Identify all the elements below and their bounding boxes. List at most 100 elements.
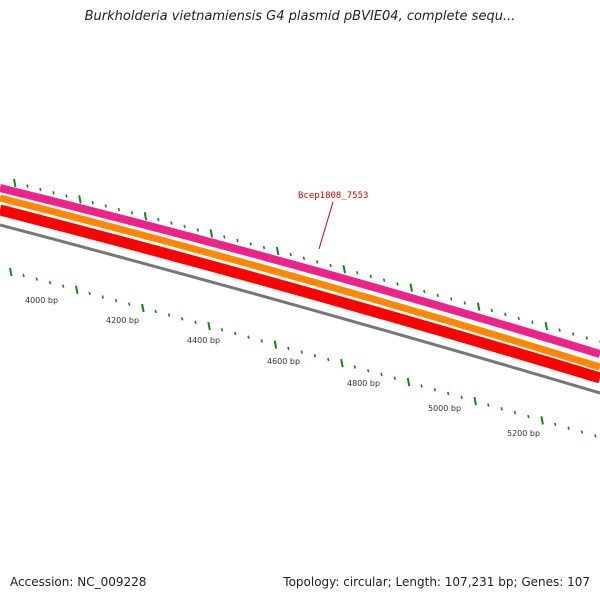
- upper-tick: [423, 289, 426, 294]
- lower-tick: [247, 335, 250, 339]
- upper-tick: [504, 312, 507, 317]
- upper-tick: [476, 302, 481, 311]
- topology-info-text: Topology: circular; Length: 107,231 bp; …: [283, 575, 590, 589]
- upper-tick: [369, 274, 372, 279]
- lower-tick: [260, 339, 263, 343]
- lower-tick: [340, 359, 344, 368]
- lower-tick: [234, 331, 237, 336]
- upper-tick: [91, 200, 94, 205]
- lower-tick: [380, 372, 383, 377]
- lower-tick: [367, 368, 370, 373]
- gene-label[interactable]: Bcep1808_7553: [298, 191, 368, 201]
- lower-tick: [273, 340, 278, 349]
- lower-tick: [594, 434, 597, 438]
- gene-label-leader: [318, 201, 334, 250]
- lower-tick: [406, 377, 411, 387]
- lower-tick: [540, 416, 544, 425]
- lower-tick: [9, 267, 13, 277]
- ruler-label-3: 4600 bp: [267, 357, 300, 366]
- lower-tick: [580, 430, 584, 434]
- page-title: Burkholderia vietnamiensis G4 plasmid pB…: [84, 9, 516, 24]
- ruler-label-2: 4400 bp: [187, 336, 220, 345]
- lower-tick: [141, 303, 145, 313]
- accession-text: Accession: NC_009228: [10, 575, 147, 589]
- lower-tick: [128, 302, 131, 306]
- upper-tick: [78, 195, 82, 204]
- upper-tick: [558, 328, 561, 332]
- track-red[interactable]: [0, 204, 600, 384]
- upper-tick: [262, 245, 266, 250]
- upper-tick: [117, 207, 121, 212]
- lower-tick: [433, 387, 437, 392]
- lower-tick: [420, 384, 423, 388]
- upper-tick: [13, 178, 17, 188]
- upper-tick: [104, 204, 107, 208]
- upper-tick: [517, 316, 520, 321]
- upper-tick-ruler: [13, 178, 600, 344]
- lower-tick: [75, 285, 79, 294]
- lower-tick: [22, 273, 25, 278]
- ruler-label-6: 5200 bp: [507, 429, 540, 438]
- track-gray[interactable]: [0, 223, 600, 395]
- upper-tick: [329, 263, 332, 268]
- lower-tick: [554, 422, 557, 427]
- track-magenta[interactable]: [0, 184, 600, 358]
- upper-tick: [275, 246, 280, 256]
- upper-tick: [382, 278, 386, 282]
- upper-tick: [436, 293, 439, 298]
- lower-tick: [313, 353, 317, 358]
- upper-tick: [223, 235, 226, 239]
- upper-tick: [39, 187, 42, 192]
- ruler-label-1: 4200 bp: [106, 316, 139, 325]
- lower-tick: [220, 328, 224, 332]
- upper-tick: [65, 194, 68, 198]
- ruler-label-0: 4000 bp: [25, 296, 58, 305]
- upper-tick: [409, 283, 413, 292]
- ruler-labels: 4000 bp 4200 bp 4400 bp 4600 bp 4800 bp 5000 …: [25, 296, 540, 438]
- lower-tick: [567, 426, 570, 430]
- lower-tick: [300, 350, 303, 354]
- upper-tick: [236, 238, 239, 243]
- upper-tick: [356, 271, 359, 275]
- lower-tick: [460, 395, 463, 400]
- upper-tick: [531, 320, 534, 324]
- lower-tick: [513, 410, 517, 415]
- upper-tick: [196, 228, 199, 232]
- lower-tick: [181, 317, 184, 321]
- lower-tick: [500, 407, 503, 411]
- upper-tick: [316, 260, 319, 264]
- lower-tick: [473, 397, 477, 406]
- upper-tick: [183, 224, 186, 229]
- lower-tick: [393, 376, 396, 381]
- ruler-label-5: 5000 bp: [428, 404, 461, 413]
- lower-tick: [62, 284, 65, 288]
- upper-tick: [490, 308, 493, 313]
- lower-tick: [114, 298, 118, 303]
- upper-tick: [26, 184, 29, 188]
- lower-tick: [48, 280, 52, 285]
- lower-tick: [447, 391, 450, 396]
- upper-tick: [249, 242, 252, 246]
- lower-tick: [35, 277, 38, 281]
- lower-tick: [353, 365, 357, 369]
- upper-tick: [450, 297, 453, 301]
- lower-tick: [88, 291, 91, 296]
- upper-tick: [463, 301, 466, 305]
- upper-tick: [170, 221, 173, 225]
- upper-tick: [289, 252, 292, 257]
- upper-tick: [572, 332, 575, 336]
- track-orange[interactable]: [0, 194, 600, 371]
- lower-tick: [194, 320, 197, 325]
- lower-tick: [327, 357, 330, 362]
- upper-tick: [396, 282, 399, 286]
- lower-tick: [287, 346, 290, 351]
- upper-tick: [143, 212, 148, 221]
- ruler-label-4: 4800 bp: [347, 379, 380, 388]
- sequence-tracks: [0, 184, 600, 395]
- upper-tick: [52, 191, 55, 195]
- lower-tick: [487, 403, 490, 407]
- lower-tick: [207, 321, 211, 331]
- upper-tick: [209, 229, 214, 238]
- upper-tick: [130, 211, 134, 215]
